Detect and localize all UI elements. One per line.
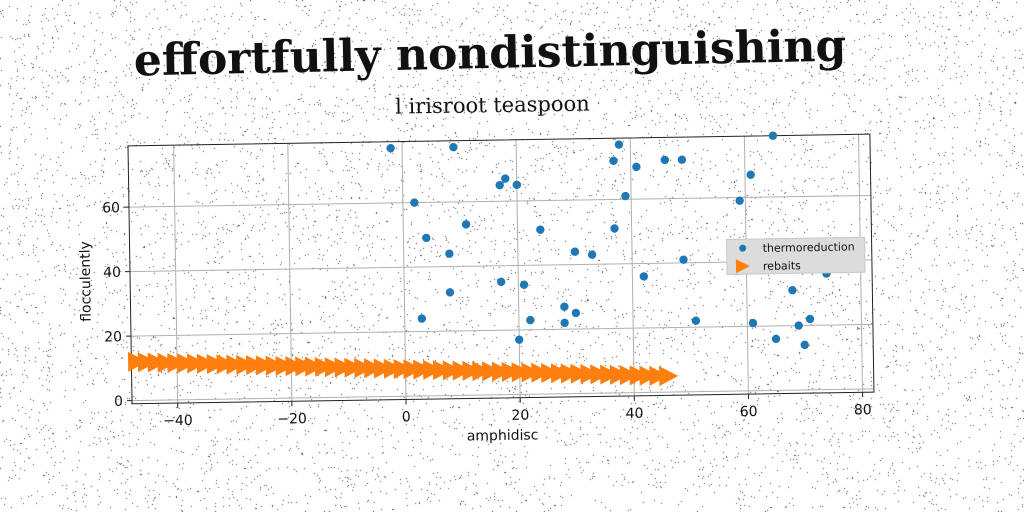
scatter-point [572,309,581,318]
legend-label-rebaits: rebaits [763,259,801,273]
scatter-point [794,321,803,330]
grid-line-x [630,138,634,396]
series-rebaits [128,343,678,394]
scatter-point [526,316,535,325]
scatter-point [410,198,419,207]
scatter-point [788,286,797,295]
scatter-point [610,224,619,233]
scatter-point [449,143,458,152]
y-axis-ticks: 0 20 40 60 [102,200,132,410]
scatter-point [769,131,778,140]
x-tick-label: 40 [626,406,644,422]
x-tick-label: −20 [277,411,307,427]
scatter-point [560,302,569,311]
scatter-point [571,247,580,256]
scatter-point [806,315,815,324]
scatter-point [462,220,471,229]
scatter-point [560,319,569,328]
scatter-point [772,335,781,344]
grid-line-y [129,195,871,207]
y-tick-label: 60 [102,200,120,216]
scatter-point [661,156,670,165]
scatter-point [520,280,529,289]
grid-line-x [516,140,520,398]
y-tick-label: 20 [104,329,122,345]
y-tick-label: 40 [103,265,121,281]
x-tick-label: 0 [402,409,411,425]
x-axis-label: amphidisc [467,427,539,444]
scatter-point [746,170,755,179]
x-tick-label: −40 [163,413,193,429]
scatter-point [640,272,649,281]
x-tick-label: 20 [511,408,529,424]
scatter-point [445,249,454,258]
grid-line-y [132,389,874,401]
scatter-point [446,288,455,297]
triangle-point [659,366,678,386]
x-tick-label: 60 [740,404,758,420]
grid-line-y [131,324,873,336]
scatter-point [422,234,431,243]
legend: thermoreduction rebaits [727,237,866,274]
scatter-point [418,314,427,323]
scatter-point [515,335,524,344]
scatter-point [588,250,597,259]
legend-label-thermoreduction: thermoreduction [763,240,855,254]
scatter-point [497,278,506,287]
scatter-point [609,157,618,166]
scatter-point [632,163,641,172]
chart-title: l irisroot teaspoon [395,92,590,119]
x-tick-label: 80 [854,402,872,418]
scatter-point [501,174,510,183]
scatter-point [692,316,701,325]
y-axis-label: flocculently [77,241,94,322]
y-tick-label: 0 [114,394,123,410]
scatter-point [678,155,687,164]
scatter-point [495,181,504,190]
scatter-point [386,144,395,153]
scatter-point [536,225,545,234]
scatter-point [513,181,522,190]
scatter-point [800,341,809,350]
scatter-point [615,140,624,149]
